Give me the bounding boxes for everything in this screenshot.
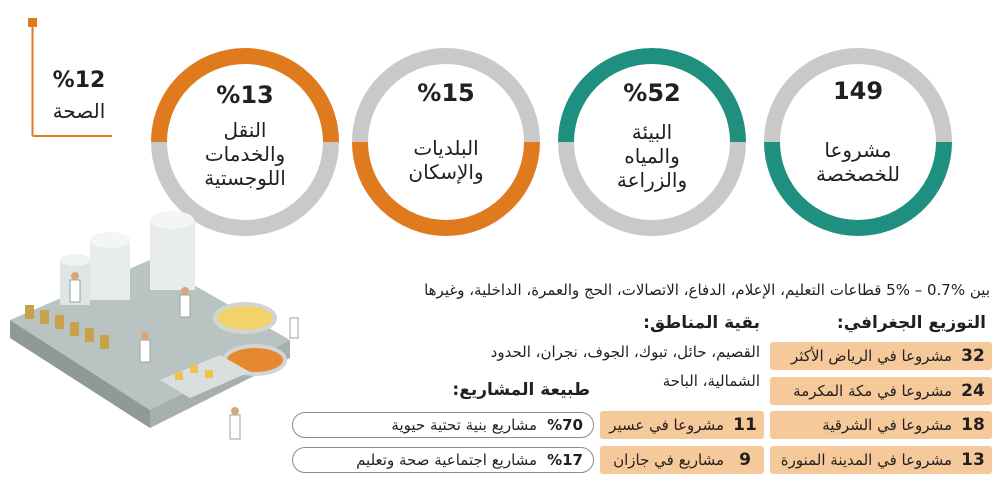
- geo-item-num: 24: [961, 381, 985, 401]
- ring-label-line: البيئة: [631, 120, 673, 144]
- ring-value: 149: [832, 77, 884, 105]
- geo-item-num: 9: [739, 450, 751, 470]
- geo-item-label: مشاريع في جازان: [613, 451, 724, 469]
- type-item-pct: %17: [547, 451, 583, 469]
- geo-item-num: 18: [961, 415, 985, 435]
- geo-item-num: 13: [961, 450, 985, 470]
- geo-item: 32 مشروعا في الرياض الأكثر: [770, 342, 992, 370]
- ring-privatization: [764, 48, 952, 236]
- geo-item-label: مشروعا في مكة المكرمة: [793, 382, 952, 400]
- ring-municipalities: [352, 48, 540, 236]
- ring-label-line: والزراعة: [616, 168, 688, 192]
- rest-line-1: القصيم، حائل، تبوك، الجوف، نجران، الحدود: [490, 343, 760, 361]
- type-item-label: مشاريع بنية تحتية حيوية: [391, 416, 538, 434]
- geo-item-label: مشروعا في المدينة المنورة: [780, 451, 952, 469]
- geo-item-num: 32: [961, 346, 985, 366]
- bracket-line: [28, 18, 112, 137]
- ring-label-line: النقل: [223, 118, 267, 142]
- ring-label-line: والإسكان: [408, 160, 484, 184]
- ring-label-line: اللوجستية: [204, 166, 286, 190]
- ring-transport: [151, 48, 339, 236]
- geo-heading: التوزيع الجغرافي:: [836, 313, 986, 333]
- health-label: الصحة: [52, 99, 106, 123]
- geo-item-label: مشروعا في الرياض الأكثر: [791, 347, 952, 365]
- ring-label-line: والخدمات: [204, 142, 286, 166]
- geo-item: 13 مشروعا في المدينة المنورة: [770, 446, 992, 474]
- factory-illustration: [10, 211, 299, 440]
- type-item: %17 مشاريع اجتماعية صحة وتعليم: [292, 447, 594, 473]
- ring-environment-text: %52 البيئة والمياه والزراعة: [572, 80, 732, 192]
- geo-item: 9 مشاريع في جازان: [600, 446, 764, 474]
- rest-heading: بقية المناطق:: [643, 313, 760, 333]
- ring-environment: [558, 48, 746, 236]
- ring-municipalities-text: %15 البلديات والإسكان: [366, 80, 526, 184]
- ring-value: %13: [216, 81, 274, 109]
- ring-value: %15: [417, 79, 475, 107]
- type-item-pct: %70: [547, 416, 583, 434]
- health-stat: %12 الصحة: [48, 68, 110, 123]
- geo-item-label: مشروعا في الشرقية: [822, 416, 952, 434]
- geo-item-num: 11: [733, 415, 757, 435]
- ring-label-line: مشروعا: [824, 138, 892, 162]
- ring-label-line: البلديات: [413, 136, 479, 160]
- geo-item: 24 مشروعا في مكة المكرمة: [770, 377, 992, 405]
- geo-item-label: مشروعا في عسير: [609, 416, 724, 434]
- geo-item: 11 مشروعا في عسير: [600, 411, 764, 439]
- rest-line-2: الشمالية، الباحة: [662, 372, 760, 390]
- sector-rings: [151, 48, 952, 236]
- type-item-label: مشاريع اجتماعية صحة وتعليم: [356, 451, 538, 469]
- ring-transport-text: %13 النقل والخدمات اللوجستية: [165, 82, 325, 190]
- ring-value: %52: [623, 79, 681, 107]
- ring-label-line: والمياه: [624, 144, 680, 168]
- ring-privatization-text: 149 مشروعا للخصخصة: [778, 78, 938, 186]
- sectors-line: بين %0.7 – %5 قطاعات التعليم، الإعلام، ا…: [424, 281, 990, 299]
- type-item: %70 مشاريع بنية تحتية حيوية: [292, 412, 594, 438]
- ring-label-line: للخصخصة: [816, 162, 900, 186]
- geo-item: 18 مشروعا في الشرقية: [770, 411, 992, 439]
- types-heading: طبيعة المشاريع:: [452, 380, 590, 400]
- health-value: %12: [52, 68, 106, 93]
